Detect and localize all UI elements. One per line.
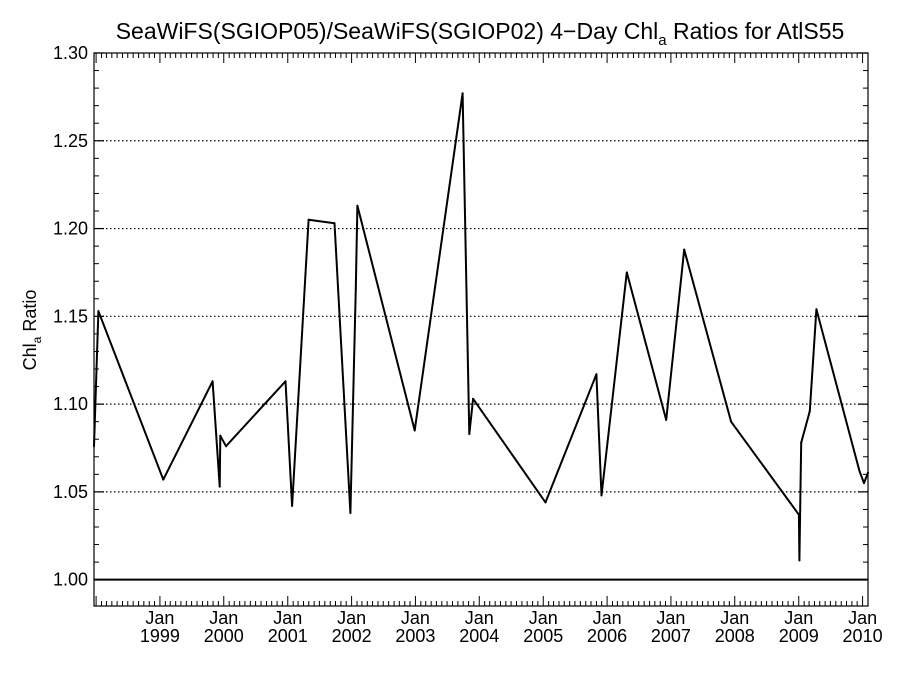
data-point [284,380,287,383]
y-tick-label: 1.20 [53,219,88,239]
chart-title: SeaWiFS(SGIOP05)/SeaWiFS(SGIOP02) 4−Day … [116,18,845,49]
y-tick-label: 1.10 [53,394,88,414]
x-axis: Jan1999Jan2000Jan2001Jan2002Jan2003Jan20… [95,53,883,646]
data-point [461,92,464,95]
data-point [356,204,359,207]
data-point [862,482,865,485]
x-tick-label-year: 2001 [268,626,308,646]
x-tick-label-year: 2006 [587,626,627,646]
x-tick-label-month: Jan [593,608,622,628]
data-point [683,248,686,251]
x-tick-label-year: 2005 [523,626,563,646]
x-tick-label-month: Jan [145,608,174,628]
chart-title-rest: Ratios for AtlS55 [667,18,845,44]
x-tick-label-year: 2000 [204,626,244,646]
data-point [354,287,357,290]
data-point [97,310,100,313]
y-tick-label: 1.00 [53,570,88,590]
x-tick-label-year: 2008 [715,626,755,646]
chart-title-subscript: a [658,32,667,49]
y-axis-label-subscript: a [30,336,44,343]
data-point [413,429,416,432]
data-point [815,308,818,311]
y-tick-label: 1.25 [53,131,88,151]
data-point [349,511,352,514]
data-points [93,92,869,562]
x-tick-label-year: 2009 [779,626,819,646]
data-point [219,434,222,437]
data-point [544,501,547,504]
x-tick-label-month: Jan [337,608,366,628]
x-tick-label-year: 2010 [843,626,883,646]
data-point [211,380,214,383]
y-axis-label-main: Chl [20,343,40,370]
data-point [808,410,811,413]
y-axis-label-rest: Ratio [20,290,40,337]
y-tick-label: 1.30 [53,43,88,63]
x-tick-label-month: Jan [529,608,558,628]
x-tick-label-month: Jan [656,608,685,628]
data-point [291,504,294,507]
data-point [162,478,165,481]
y-axis-label: Chla Ratio [20,290,44,371]
data-point [225,445,228,448]
data-point [797,513,800,516]
x-tick-label-month: Jan [848,608,877,628]
x-tick-label-month: Jan [784,608,813,628]
data-point [625,271,628,274]
data-point [218,485,221,488]
x-tick-label-month: Jan [401,608,430,628]
x-tick-label-month: Jan [465,608,494,628]
data-point [600,494,603,497]
y-tick-label: 1.15 [53,306,88,326]
data-point [858,469,861,472]
plot-frame [93,52,869,607]
data-point [665,418,668,421]
series-line [93,92,869,562]
x-tick-label-month: Jan [209,608,238,628]
x-tick-label-year: 2004 [459,626,499,646]
y-tick-label: 1.05 [53,482,88,502]
data-point [468,432,471,435]
x-tick-label-month: Jan [273,608,302,628]
grid-lines [94,140,868,493]
data-point [595,373,598,376]
data-point [333,222,336,225]
x-tick-label-year: 2007 [651,626,691,646]
chart-title-main: SeaWiFS(SGIOP05)/SeaWiFS(SGIOP02) 4−Day … [116,18,659,44]
data-point [472,397,475,400]
data-point [798,559,801,562]
x-tick-label-year: 1999 [140,626,180,646]
data-point [307,218,310,221]
x-tick-label-month: Jan [720,608,749,628]
x-tick-label-year: 2003 [395,626,435,646]
y-axis: 1.00 1.05 1.10 1.15 1.20 1.25 1.30 [53,43,868,590]
data-point [730,420,733,423]
data-point [800,441,803,444]
x-tick-label-year: 2002 [332,626,372,646]
